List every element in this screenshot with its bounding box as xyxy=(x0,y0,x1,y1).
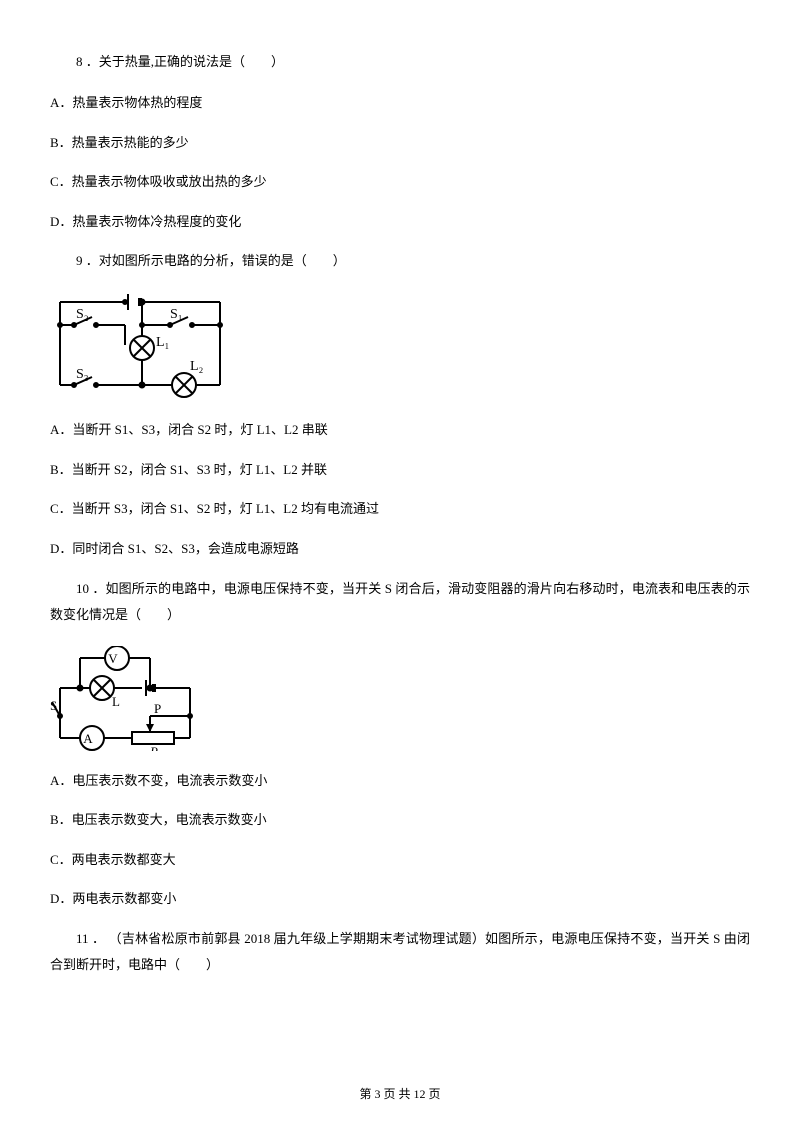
q10-stem: 10 ．如图所示的电路中，电源电压保持不变，当开关 S 闭合后，滑动变阻器的滑片… xyxy=(50,576,750,628)
q10-option-b: B．电压表示数变大，电流表示数变小 xyxy=(50,808,750,831)
q9-label-l2: L₂ xyxy=(190,359,204,374)
page-footer: 第 3 页 共 12 页 xyxy=(0,1085,800,1102)
q10-option-a: A．电压表示数不变，电流表示数变小 xyxy=(50,769,750,792)
q10-label-a: A xyxy=(83,731,93,746)
q8-stem: 8 ．关于热量,正确的说法是（ ） xyxy=(50,50,750,73)
q10-option-d: D．两电表示数都变小 xyxy=(50,887,750,910)
q9-label-s3: S₃ xyxy=(76,367,89,382)
q8-option-d: D．热量表示物体冷热程度的变化 xyxy=(50,210,750,233)
q9-option-a: A．当断开 S1、S3，闭合 S2 时，灯 L1、L2 串联 xyxy=(50,418,750,441)
q10-label-s: S xyxy=(50,698,57,713)
q11-stem: 11 ． （吉林省松原市前郭县 2018 届九年级上学期期末考试物理试题）如图所… xyxy=(50,926,750,978)
q9-stem: 9 ．对如图所示电路的分析，错误的是（ ） xyxy=(50,249,750,272)
q9-option-c: C．当断开 S3，闭合 S1、S2 时，灯 L1、L2 均有电流通过 xyxy=(50,497,750,520)
q10-label-v: V xyxy=(108,651,118,666)
q9-label-l1: L₁ xyxy=(156,335,169,350)
q9-circuit-svg: S₂ S₁ S₃ L₁ L₂ xyxy=(50,290,230,400)
q8-option-b: B．热量表示热能的多少 xyxy=(50,131,750,154)
q10-label-p: P xyxy=(154,701,161,716)
q9-label-s1: S₁ xyxy=(170,307,183,322)
q10-label-l: L xyxy=(112,694,120,709)
q9-option-b: B．当断开 S2，闭合 S1、S3 时，灯 L1、L2 并联 xyxy=(50,458,750,481)
q10-circuit-figure: V L S A P R xyxy=(50,646,750,751)
q8-option-c: C．热量表示物体吸收或放出热的多少 xyxy=(50,170,750,193)
exam-page: 8 ．关于热量,正确的说法是（ ） A．热量表示物体热的程度 B．热量表示热能的… xyxy=(0,0,800,1036)
q8-option-a: A．热量表示物体热的程度 xyxy=(50,91,750,114)
q9-circuit-figure: S₂ S₁ S₃ L₁ L₂ xyxy=(50,290,750,400)
q10-label-r: R xyxy=(149,744,158,751)
q10-circuit-svg: V L S A P R xyxy=(50,646,200,751)
q9-label-s2: S₂ xyxy=(76,307,89,322)
q10-option-c: C．两电表示数都变大 xyxy=(50,848,750,871)
q9-option-d: D．同时闭合 S1、S2、S3，会造成电源短路 xyxy=(50,537,750,560)
